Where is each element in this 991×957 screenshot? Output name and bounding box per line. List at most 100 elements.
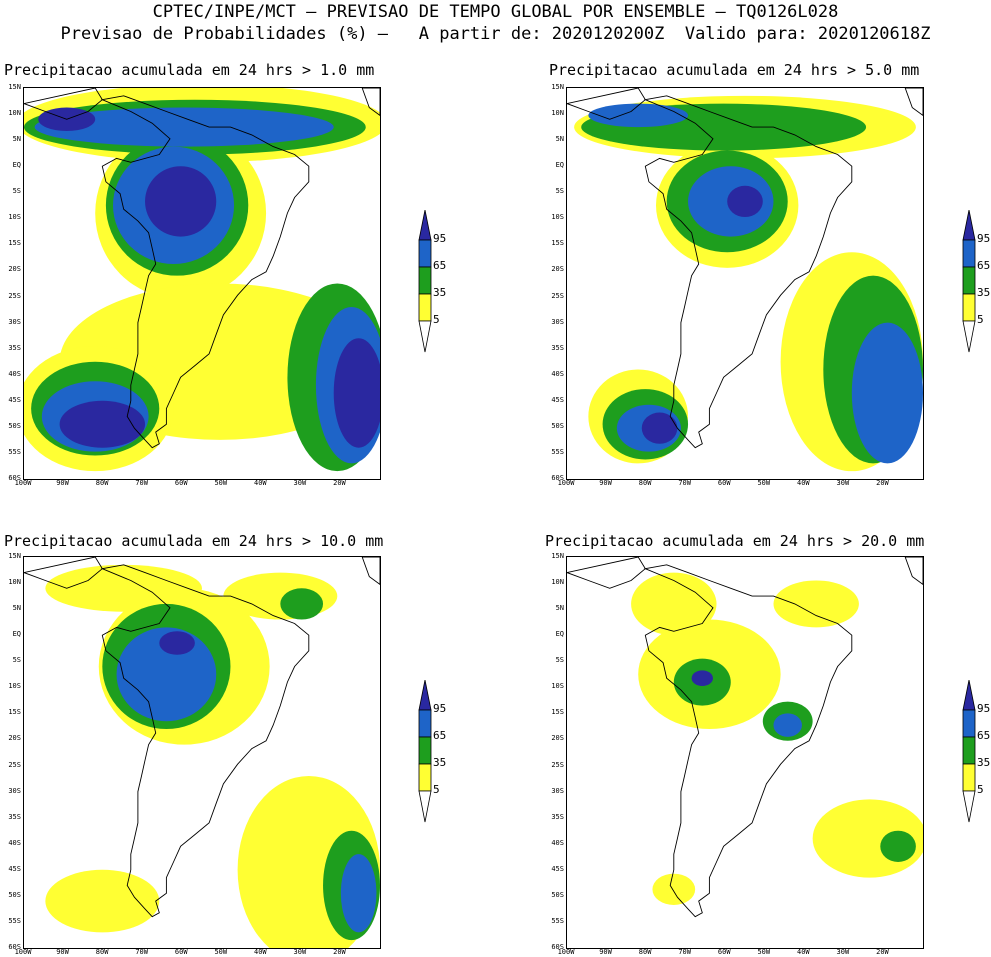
probability-band-65 <box>34 107 334 147</box>
lon-tick-label: 70W <box>135 479 148 487</box>
lon-tick-label: 100W <box>557 948 575 956</box>
legend-swatch-35 <box>418 266 432 295</box>
probability-band-95 <box>333 338 380 448</box>
color-legend: 95 65 35 5 <box>418 680 478 825</box>
legend-swatch-0 <box>418 790 432 823</box>
lat-tick-label: 10S <box>551 682 564 691</box>
legend-swatch-95 <box>962 210 976 241</box>
coastline-greenland <box>361 557 380 585</box>
lat-tick-label: 5N <box>555 135 564 144</box>
lat-tick-label: 50S <box>8 890 21 899</box>
coastline-central-america <box>567 88 646 120</box>
lon-tick-label: 20W <box>333 479 346 487</box>
coastline-greenland <box>904 557 923 585</box>
lat-tick-label: 60S <box>8 474 21 482</box>
lat-tick-label: 40S <box>551 369 564 378</box>
lat-tick-label: EQ <box>12 161 21 170</box>
probability-map <box>567 88 923 479</box>
lat-tick-label: 15N <box>551 552 564 560</box>
lat-tick-label: 40S <box>551 838 564 847</box>
legend-label: 5 <box>433 313 440 326</box>
lat-tick-label: 5S <box>555 187 564 196</box>
probability-band-95 <box>641 412 678 444</box>
lat-tick-label: 55S <box>551 916 564 925</box>
probability-band-5 <box>773 580 859 628</box>
lon-tick-label: 60W <box>717 948 731 956</box>
lat-tick-label: 35S <box>551 343 564 352</box>
lat-tick-label: 15S <box>551 239 564 248</box>
probability-band-5 <box>45 564 202 612</box>
lon-tick-label: 70W <box>135 948 148 956</box>
lat-tick-label: 60S <box>551 943 564 951</box>
lat-tick-label: 10S <box>8 213 21 222</box>
probability-band-95 <box>691 670 713 687</box>
lat-tick-label: 35S <box>8 343 21 352</box>
lon-tick-label: 30W <box>293 479 307 487</box>
lat-tick-label: 20S <box>8 734 21 743</box>
legend-swatch-0 <box>418 320 432 353</box>
lat-tick-label: 60S <box>8 943 21 951</box>
probability-band-65 <box>116 627 217 722</box>
coastline-south-america <box>643 95 853 449</box>
lon-tick-label: 70W <box>678 948 691 956</box>
lon-tick-label: 90W <box>56 948 69 956</box>
lat-tick-label: 5S <box>555 656 564 665</box>
probability-band-95 <box>59 400 146 448</box>
legend-label: 65 <box>977 729 991 742</box>
legend-label: 95 <box>977 702 991 715</box>
lon-tick-label: 30W <box>836 948 850 956</box>
map-area <box>23 556 381 949</box>
lat-tick-label: 10N <box>551 578 564 587</box>
lon-tick-label: 50W <box>757 479 771 487</box>
map-title: Precipitacao acumulada em 24 hrs > 1.0 m… <box>4 61 375 79</box>
color-legend: 95 65 35 5 <box>962 680 991 825</box>
lat-tick-label: 40S <box>8 369 21 378</box>
lat-tick-label: 55S <box>8 916 21 925</box>
lat-tick-label: 10N <box>8 109 21 118</box>
lat-tick-label: 5S <box>12 656 21 665</box>
lat-tick-label: 55S <box>8 447 21 456</box>
lat-tick-label: 10S <box>551 213 564 222</box>
map-title: Precipitacao acumulada em 24 hrs > 20.0 … <box>545 532 925 550</box>
lat-tick-label: EQ <box>12 630 21 639</box>
legend-label: 35 <box>433 286 447 299</box>
legend-label: 35 <box>977 756 991 769</box>
lat-tick-label: 15S <box>551 708 564 717</box>
legend-label: 95 <box>977 232 991 245</box>
lon-tick-label: 90W <box>56 479 69 487</box>
legend-label: 95 <box>433 232 447 245</box>
lon-tick-label: 100W <box>14 479 32 487</box>
probability-band-95 <box>159 631 195 655</box>
map-area <box>566 87 924 480</box>
map-title: Precipitacao acumulada em 24 hrs > 5.0 m… <box>549 61 920 79</box>
probability-band-65 <box>588 103 689 128</box>
lon-tick-label: 20W <box>876 479 889 487</box>
lat-tick-label: 10N <box>551 109 564 118</box>
probability-band-5 <box>652 873 696 905</box>
legend-label: 5 <box>433 783 440 796</box>
lon-tick-label: 40W <box>254 948 267 956</box>
probability-map <box>567 557 923 948</box>
legend-swatch-65 <box>962 709 976 738</box>
lon-tick-label: 30W <box>836 479 850 487</box>
lat-tick-label: 50S <box>551 421 564 430</box>
coastline-south-america <box>100 95 310 449</box>
legend-swatch-95 <box>962 680 976 711</box>
lon-tick-label: 50W <box>214 948 228 956</box>
lat-tick-label: 20S <box>8 265 21 274</box>
lat-tick-label: 45S <box>551 395 564 404</box>
lat-tick-label: 45S <box>551 864 564 873</box>
map-area <box>566 556 924 949</box>
lat-tick-label: 5N <box>12 135 21 144</box>
lon-tick-label: 60W <box>174 948 188 956</box>
lat-tick-label: 5N <box>555 604 564 613</box>
legend-label: 65 <box>433 729 447 742</box>
legend-swatch-35 <box>962 266 976 295</box>
lon-tick-label: 100W <box>14 948 32 956</box>
lat-tick-label: 45S <box>8 864 21 873</box>
legend-label: 65 <box>433 259 447 272</box>
lat-tick-label: 30S <box>551 317 564 326</box>
lon-tick-label: 90W <box>599 479 612 487</box>
lat-tick-label: 45S <box>8 395 21 404</box>
legend-label: 35 <box>977 286 991 299</box>
